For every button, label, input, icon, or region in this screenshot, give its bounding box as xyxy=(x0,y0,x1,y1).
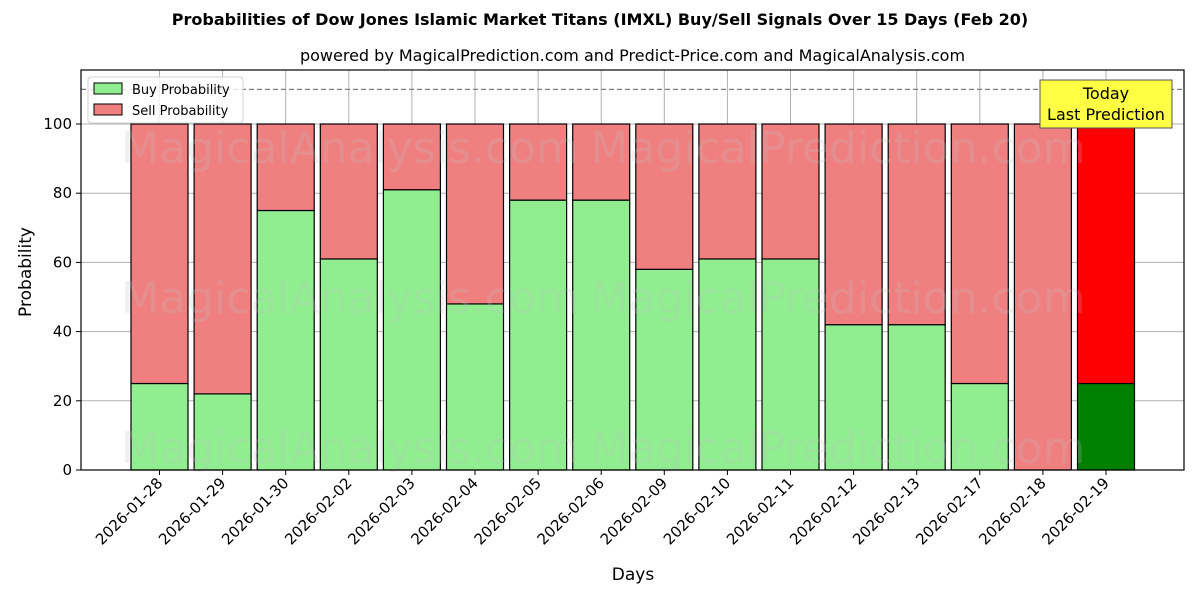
legend-swatch-buy xyxy=(93,82,123,95)
x-axis-label: Days xyxy=(612,565,655,585)
today-annotation xyxy=(1039,79,1173,129)
bar-buy[interactable] xyxy=(572,199,631,471)
x-tick-label: 2026-02-05 xyxy=(471,474,545,548)
bar-sell[interactable] xyxy=(698,123,757,260)
y-tick-label: 100 xyxy=(43,115,72,133)
bar-sell[interactable] xyxy=(824,123,883,326)
bar-buy[interactable] xyxy=(761,258,820,471)
bar-sell[interactable] xyxy=(572,123,631,201)
x-tick-label: 2026-02-18 xyxy=(975,474,1049,548)
bar-sell[interactable] xyxy=(1013,123,1073,471)
bar-buy[interactable] xyxy=(509,199,568,471)
watermark: MagicalAnalysis.com xyxy=(121,123,579,174)
legend-label-buy: Buy Probability xyxy=(132,83,230,98)
x-tick-label: 2026-02-09 xyxy=(597,474,671,548)
y-tick-label: 80 xyxy=(53,184,72,202)
y-tick-label: 60 xyxy=(53,253,72,271)
legend xyxy=(87,76,244,124)
bar-buy[interactable] xyxy=(319,258,378,471)
x-tick-label: 2026-02-19 xyxy=(1038,474,1112,548)
bar-sell[interactable] xyxy=(761,123,820,260)
bar-sell[interactable] xyxy=(445,123,505,305)
x-tick-label: 2026-02-11 xyxy=(723,474,797,548)
x-tick-label: 2026-02-02 xyxy=(281,474,355,548)
legend-swatch-sell xyxy=(93,103,123,116)
bar-buy[interactable] xyxy=(130,382,189,471)
x-tick-label: 2026-02-10 xyxy=(660,474,734,548)
watermark: MagicalPrediction.com xyxy=(591,123,1086,174)
y-tick-label: 20 xyxy=(53,392,72,410)
x-tick-label: 2026-02-12 xyxy=(786,474,860,548)
bar-sell[interactable] xyxy=(887,123,946,326)
bar-sell[interactable] xyxy=(319,123,378,260)
x-tick-label: 2026-01-29 xyxy=(155,474,229,548)
bar-buy[interactable] xyxy=(698,258,757,471)
watermark: MagicalAnalysis.com xyxy=(121,423,579,474)
plot-frame xyxy=(80,69,1185,471)
bar-sell[interactable] xyxy=(130,123,189,385)
chart-subtitle: powered by MagicalPrediction.com and Pre… xyxy=(299,46,966,65)
watermark: MagicalAnalysis.com xyxy=(121,273,579,324)
bar-buy[interactable] xyxy=(635,268,694,471)
x-tick-label: 2026-02-17 xyxy=(912,474,986,548)
bar-sell[interactable] xyxy=(950,123,1009,385)
legend-label-sell: Sell Probability xyxy=(132,104,229,119)
watermark: MagicalPrediction.com xyxy=(591,273,1086,324)
bar-sell[interactable] xyxy=(509,123,568,201)
chart-title: Probabilities of Dow Jones Islamic Marke… xyxy=(171,10,1029,29)
x-tick-label: 2026-02-06 xyxy=(534,474,608,548)
bar-sell[interactable] xyxy=(256,123,315,212)
y-axis-label: Probability xyxy=(16,227,36,317)
bar-sell[interactable] xyxy=(635,123,694,270)
today-annotation-line1: Today xyxy=(1082,84,1129,103)
x-tick-label: 2026-01-30 xyxy=(218,474,292,548)
y-tick-label: 0 xyxy=(62,461,72,479)
x-tick-label: 2026-02-04 xyxy=(407,474,481,548)
bar-buy[interactable] xyxy=(824,324,883,471)
x-tick-label: 2026-01-28 xyxy=(92,474,166,548)
x-tick-label: 2026-02-03 xyxy=(344,474,418,548)
bar-sell[interactable] xyxy=(1076,123,1136,385)
x-tick-label: 2026-02-13 xyxy=(849,474,923,548)
bar-buy[interactable] xyxy=(1076,382,1136,471)
watermark: MagicalPrediction.com xyxy=(591,423,1086,474)
bar-buy[interactable] xyxy=(887,324,946,471)
y-tick-label: 40 xyxy=(53,323,72,341)
bar-sell[interactable] xyxy=(382,123,441,191)
bar-sell[interactable] xyxy=(193,123,252,395)
today-annotation-line2: Last Prediction xyxy=(1047,105,1165,124)
